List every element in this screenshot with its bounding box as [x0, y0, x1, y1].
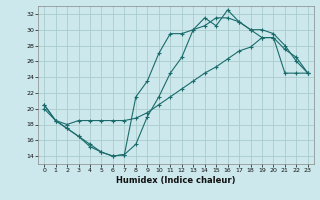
X-axis label: Humidex (Indice chaleur): Humidex (Indice chaleur) [116, 176, 236, 185]
